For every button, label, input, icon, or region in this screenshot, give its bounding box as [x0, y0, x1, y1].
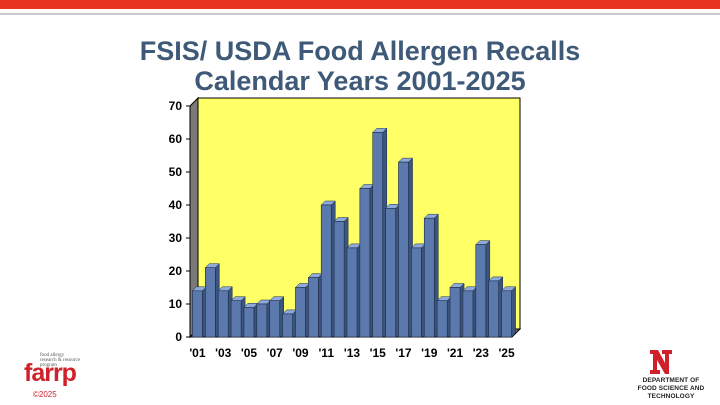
department-name: DEPARTMENT OF FOOD SCIENCE AND TECHNOLOG…: [626, 377, 716, 401]
bar: [320, 204, 332, 338]
bar: [436, 300, 448, 338]
title-line-2: Calendar Years 2001-2025: [194, 66, 526, 96]
bar: [449, 287, 461, 338]
bar: [217, 290, 229, 338]
bar: [475, 244, 487, 338]
x-tick-label: '09: [292, 346, 309, 360]
bar: [398, 161, 409, 338]
bar: [372, 132, 384, 338]
x-tick-label: '05: [241, 346, 258, 360]
x-tick-label: '23: [473, 346, 490, 360]
bar: [333, 221, 345, 338]
bar: [488, 280, 500, 338]
farrp-wordmark: farrp: [24, 359, 77, 387]
y-tick-label: 50: [169, 165, 183, 179]
y-tick-label: 60: [169, 132, 183, 146]
x-tick-label: '07: [267, 346, 284, 360]
y-tick-label: 40: [169, 198, 183, 212]
department-line-2: FOOD SCIENCE AND TECHNOLOGY: [637, 385, 705, 400]
x-tick-label: '15: [370, 346, 387, 360]
x-tick-label: '25: [498, 346, 515, 360]
top-accent-bar: [0, 0, 720, 9]
bar: [423, 217, 435, 338]
x-tick-label: '11: [318, 346, 334, 360]
bar-side: [511, 286, 516, 338]
x-tick-label: '13: [344, 346, 361, 360]
copyright-text: ©2025: [33, 390, 57, 399]
bar: [462, 290, 474, 338]
x-tick-label: '01: [189, 346, 206, 360]
bar: [282, 313, 293, 338]
x-tick-label: '17: [395, 346, 412, 360]
bar: [385, 208, 396, 338]
x-tick-label: '21: [447, 346, 464, 360]
bar: [359, 188, 371, 338]
bar: [295, 287, 306, 338]
bar: [269, 300, 281, 338]
y-tick-label: 30: [169, 231, 183, 245]
bar: [346, 247, 358, 338]
y-tick-label: 70: [169, 99, 183, 113]
title-line-1: FSIS/ USDA Food Allergen Recalls: [139, 36, 581, 66]
bar: [501, 290, 512, 338]
y-tick-label: 10: [169, 297, 183, 311]
x-tick-label: '03: [215, 346, 232, 360]
y-tick-label: 0: [175, 330, 182, 344]
slide-title: FSIS/ USDA Food Allergen Recalls Calenda…: [0, 36, 720, 96]
bar: [308, 277, 319, 338]
y-tick-label: 20: [169, 264, 183, 278]
bar: [204, 267, 216, 338]
bar: [243, 306, 255, 338]
bar: [411, 247, 422, 338]
unl-logo: DEPARTMENT OF FOOD SCIENCE AND TECHNOLOG…: [626, 349, 716, 403]
top-divider-line: [0, 13, 720, 15]
bar: [256, 303, 268, 338]
x-tick-label: '19: [421, 346, 438, 360]
nebraska-n-icon: [650, 350, 672, 374]
bar: [192, 290, 203, 338]
farrp-tagline: food allergy research & resource program: [40, 353, 80, 368]
farrp-logo: food allergy research & resource program…: [14, 352, 92, 392]
bar: [230, 300, 242, 338]
department-line-1: DEPARTMENT OF: [642, 377, 700, 384]
